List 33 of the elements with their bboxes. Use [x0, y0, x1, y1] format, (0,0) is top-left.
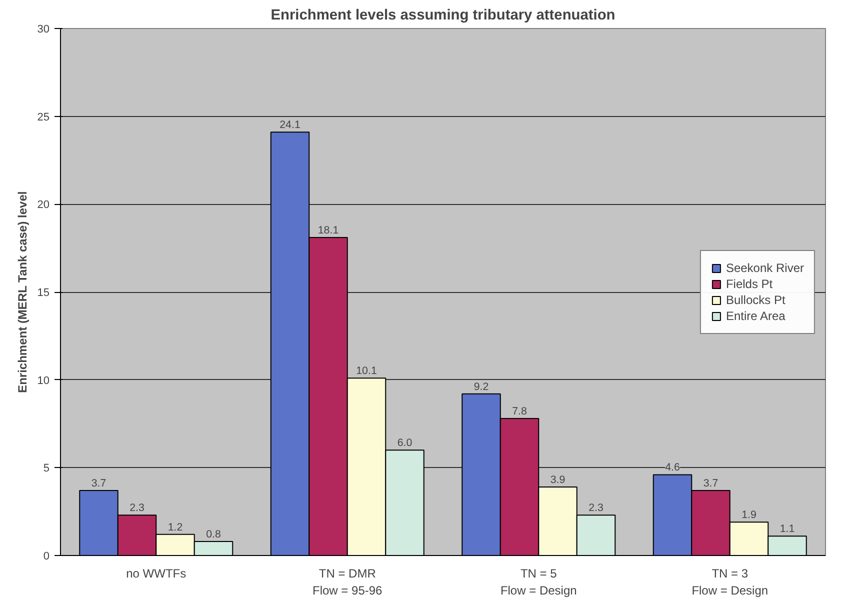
y-tick-label: 15 — [37, 287, 50, 299]
data-label: 7.8 — [512, 405, 527, 418]
data-label: 1.1 — [780, 523, 795, 536]
data-label: 9.2 — [474, 380, 489, 393]
y-axis-title: Enrichment (MERL Tank case) level — [15, 191, 30, 393]
data-label: 6.0 — [397, 437, 412, 450]
x-tick-label: TN = DMR Flow = 95-96 — [312, 566, 383, 598]
data-label: 18.1 — [318, 224, 339, 237]
y-tick-label: 20 — [37, 199, 50, 212]
chart-title: Enrichment levels assuming tributary attenuation — [270, 8, 616, 24]
data-label: 2.3 — [130, 502, 144, 514]
x-tick-label: TN = 5 Flow = Design — [500, 566, 577, 598]
legend-label: Bullocks Pt — [726, 292, 786, 306]
data-label: 3.7 — [91, 478, 106, 490]
data-label: 2.3 — [588, 502, 604, 514]
data-label: 3.7 — [703, 478, 718, 490]
x-tick-label: no WWTFs — [126, 566, 186, 580]
y-tick-label: 5 — [43, 462, 50, 475]
data-label: 24.1 — [280, 119, 300, 132]
y-tick-label: 0 — [43, 550, 50, 562]
y-tick-label: 30 — [37, 24, 50, 36]
data-label: 1.2 — [168, 521, 183, 534]
legend-label: Fields Pt — [726, 276, 773, 290]
y-tick-label: 10 — [37, 374, 50, 387]
data-label: 1.9 — [742, 509, 756, 522]
data-label: 10.1 — [356, 365, 377, 378]
data-label: 4.6 — [665, 462, 680, 474]
x-tick-label: TN = 3 Flow = Design — [692, 566, 768, 598]
data-label: 0.8 — [206, 528, 221, 540]
data-label: 3.9 — [550, 474, 566, 486]
y-tick-label: 25 — [37, 111, 50, 124]
legend-label: Seekonk River — [726, 260, 804, 274]
legend-label: Entire Area — [726, 308, 786, 322]
